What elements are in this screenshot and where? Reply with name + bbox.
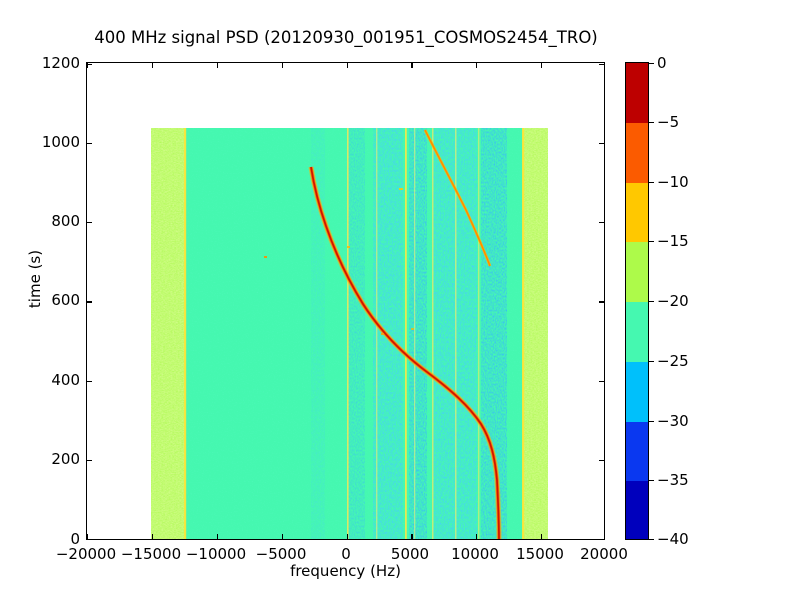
xticklabel: 20000 [580,545,628,563]
xtick [411,534,413,539]
colorbar-band [626,182,648,243]
xtick-top [87,63,89,68]
x-axis-label: frequency (Hz) [290,562,401,580]
colorbar-band [626,63,648,123]
xtick-top [281,63,283,68]
xtick [346,534,348,539]
yticklabel: 800 [51,212,80,230]
ytick-right [599,63,604,65]
xtick [151,534,154,539]
xtick [281,534,283,539]
xticklabel: −10000 [185,545,247,563]
xticklabel: 15000 [516,545,564,563]
ytick [87,222,92,224]
colorbar-band [626,302,648,362]
xtick [476,534,478,539]
colorbar-tick [649,121,654,123]
colorbar-tick [649,181,654,183]
colorbar-ticklabel: −30 [657,411,689,430]
yticklabel: 200 [51,450,80,469]
colorbar-tick [649,62,654,64]
spectrogram-svg [150,127,548,539]
ytick [87,63,92,65]
yticklabel: 600 [51,291,80,310]
colorbar[interactable] [625,62,649,540]
xtick [541,534,543,539]
xtick [216,534,218,539]
xticklabel: −5000 [255,545,307,563]
xticklabel: 5000 [390,545,430,563]
colorbar-band [626,481,648,539]
ytick-right [599,142,604,144]
plot-axes[interactable] [86,62,605,540]
xticklabel: −15000 [120,545,182,563]
xtick-top [541,63,543,68]
colorbar-tick [649,360,654,362]
colorbar-ticklabel: −15 [657,232,689,251]
colorbar-tick [649,241,654,243]
xtick-top [411,63,413,68]
xtick-top [476,63,478,68]
xtick-top [151,63,154,68]
colorbar-tick [649,480,654,482]
spectrogram-image [150,127,548,539]
colorbar-ticklabel: −10 [657,172,689,191]
colorbar-tick [649,538,654,540]
page-title: 400 MHz signal PSD (20120930_001951_COSM… [94,28,598,47]
xtick-top [346,63,348,68]
colorbar-band [626,421,648,482]
colorbar-band [626,361,648,422]
ytick-right [599,460,604,462]
colorbar-ticklabel: −5 [657,112,680,131]
colorbar-tick [649,301,654,303]
colorbar-band [626,242,648,302]
ytick-right [599,301,604,303]
ytick [87,380,92,383]
xticklabel: −20000 [55,545,117,563]
colorbar-ticklabel: −20 [657,292,689,310]
xtick [87,534,89,539]
yticklabel: 0 [70,529,80,548]
ytick [87,142,92,144]
colorbar-ticklabel: −25 [657,351,689,370]
ytick [87,301,92,303]
colorbar-ticklabel: −40 [657,529,689,548]
xticklabel: 0 [341,545,351,563]
colorbar-ticklabel: 0 [657,53,667,72]
ytick-right [599,222,604,224]
colorbar-tick [649,420,654,422]
ytick [87,460,92,462]
colorbar-ticklabel: −35 [657,471,689,490]
colorbar-band [626,122,648,183]
ytick-right [599,380,604,383]
yticklabel: 1000 [41,132,80,151]
xtick-top [216,63,218,68]
xticklabel: 10000 [451,545,499,563]
yticklabel: 400 [51,370,80,389]
y-axis-label: time (s) [26,249,44,309]
yticklabel: 1200 [41,53,80,72]
